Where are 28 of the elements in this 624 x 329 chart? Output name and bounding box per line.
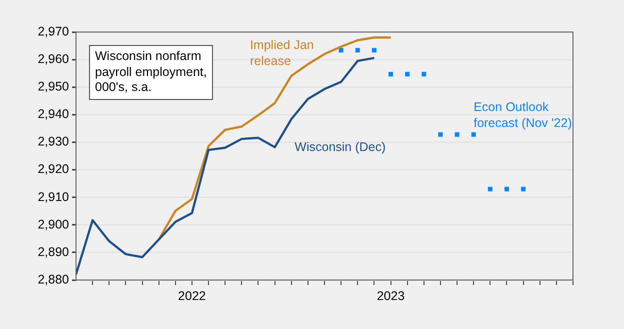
y-tick-label: 2,950 bbox=[38, 80, 70, 94]
y-tick-label: 2,880 bbox=[38, 272, 70, 286]
y-tick-label: 2,890 bbox=[38, 244, 70, 259]
point bbox=[372, 48, 376, 52]
point bbox=[521, 186, 526, 192]
point bbox=[471, 132, 476, 137]
x-tick-label: 2022 bbox=[178, 288, 206, 303]
point bbox=[422, 72, 426, 76]
y-tick-label: 2,900 bbox=[38, 217, 70, 232]
point bbox=[454, 132, 460, 137]
point bbox=[355, 48, 360, 52]
point bbox=[338, 48, 344, 52]
y-tick-label: 2,930 bbox=[38, 134, 70, 149]
series-label: Econ Outlook forecast (Nov '22) bbox=[474, 100, 572, 130]
x-tick-label: 2023 bbox=[376, 288, 405, 303]
y-tick-label: 2,960 bbox=[38, 52, 70, 66]
y-tick-label: 2,910 bbox=[38, 190, 70, 204]
y-tick-label: 2,940 bbox=[38, 107, 70, 122]
series-label: Implied Jan release bbox=[250, 38, 314, 68]
y-tick-label: 2,920 bbox=[38, 162, 70, 176]
text: Wisconsin nonfarm payroll employment, 000's, s.a. bbox=[89, 45, 213, 100]
point bbox=[438, 132, 443, 137]
point bbox=[405, 72, 410, 76]
point bbox=[504, 186, 509, 192]
point bbox=[488, 186, 492, 192]
y-tick-label: 2,970 bbox=[38, 24, 70, 38]
series-label: Wisconsin (Dec) bbox=[294, 140, 386, 154]
point bbox=[388, 72, 394, 76]
